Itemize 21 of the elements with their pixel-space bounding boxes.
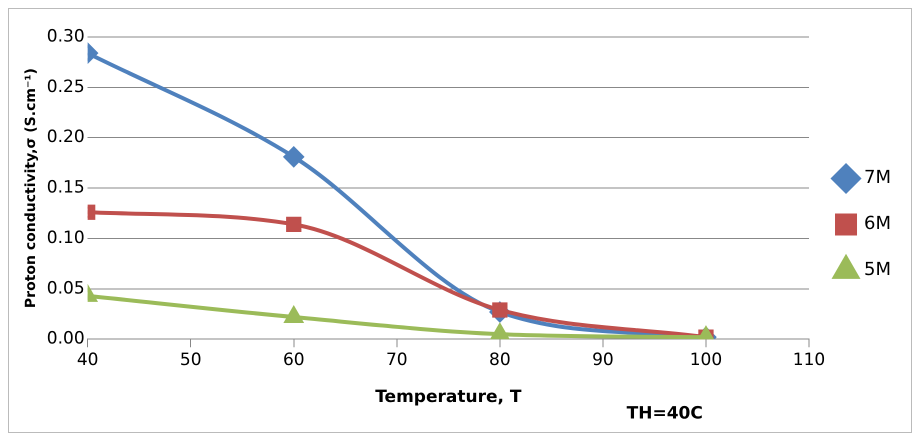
text: TH=40C (626, 404, 703, 424)
x-axis-title: Temperature, T (375, 387, 522, 408)
x-tick-label: 90 (592, 350, 614, 370)
legend-label: 6M (864, 213, 891, 234)
y-tick-label: 0.20 (46, 127, 85, 148)
x-tick-label: 110 (792, 350, 826, 370)
y-tick-label: 0.05 (46, 278, 85, 298)
y-axis-title: Proton conductivity,σ (S.cm⁻¹) (23, 68, 40, 308)
y-tick-label: 0.10 (46, 228, 85, 248)
x-tick-label: 70 (386, 350, 408, 370)
x-tick-label: 50 (180, 350, 202, 370)
y-tick-label: 0.00 (46, 328, 85, 349)
legend-label: 5M (864, 259, 891, 280)
x-tick-label: 100 (690, 350, 722, 370)
x-tick-label: 60 (282, 350, 305, 370)
x-tick-label: 40 (76, 350, 98, 370)
legend-label: 7M (864, 167, 891, 188)
y-tick-label: 0.25 (46, 76, 85, 97)
y-tick-label: 0.15 (46, 178, 85, 198)
x-tick-label: 80 (489, 350, 511, 370)
y-tick-label: 0.30 (46, 26, 85, 46)
